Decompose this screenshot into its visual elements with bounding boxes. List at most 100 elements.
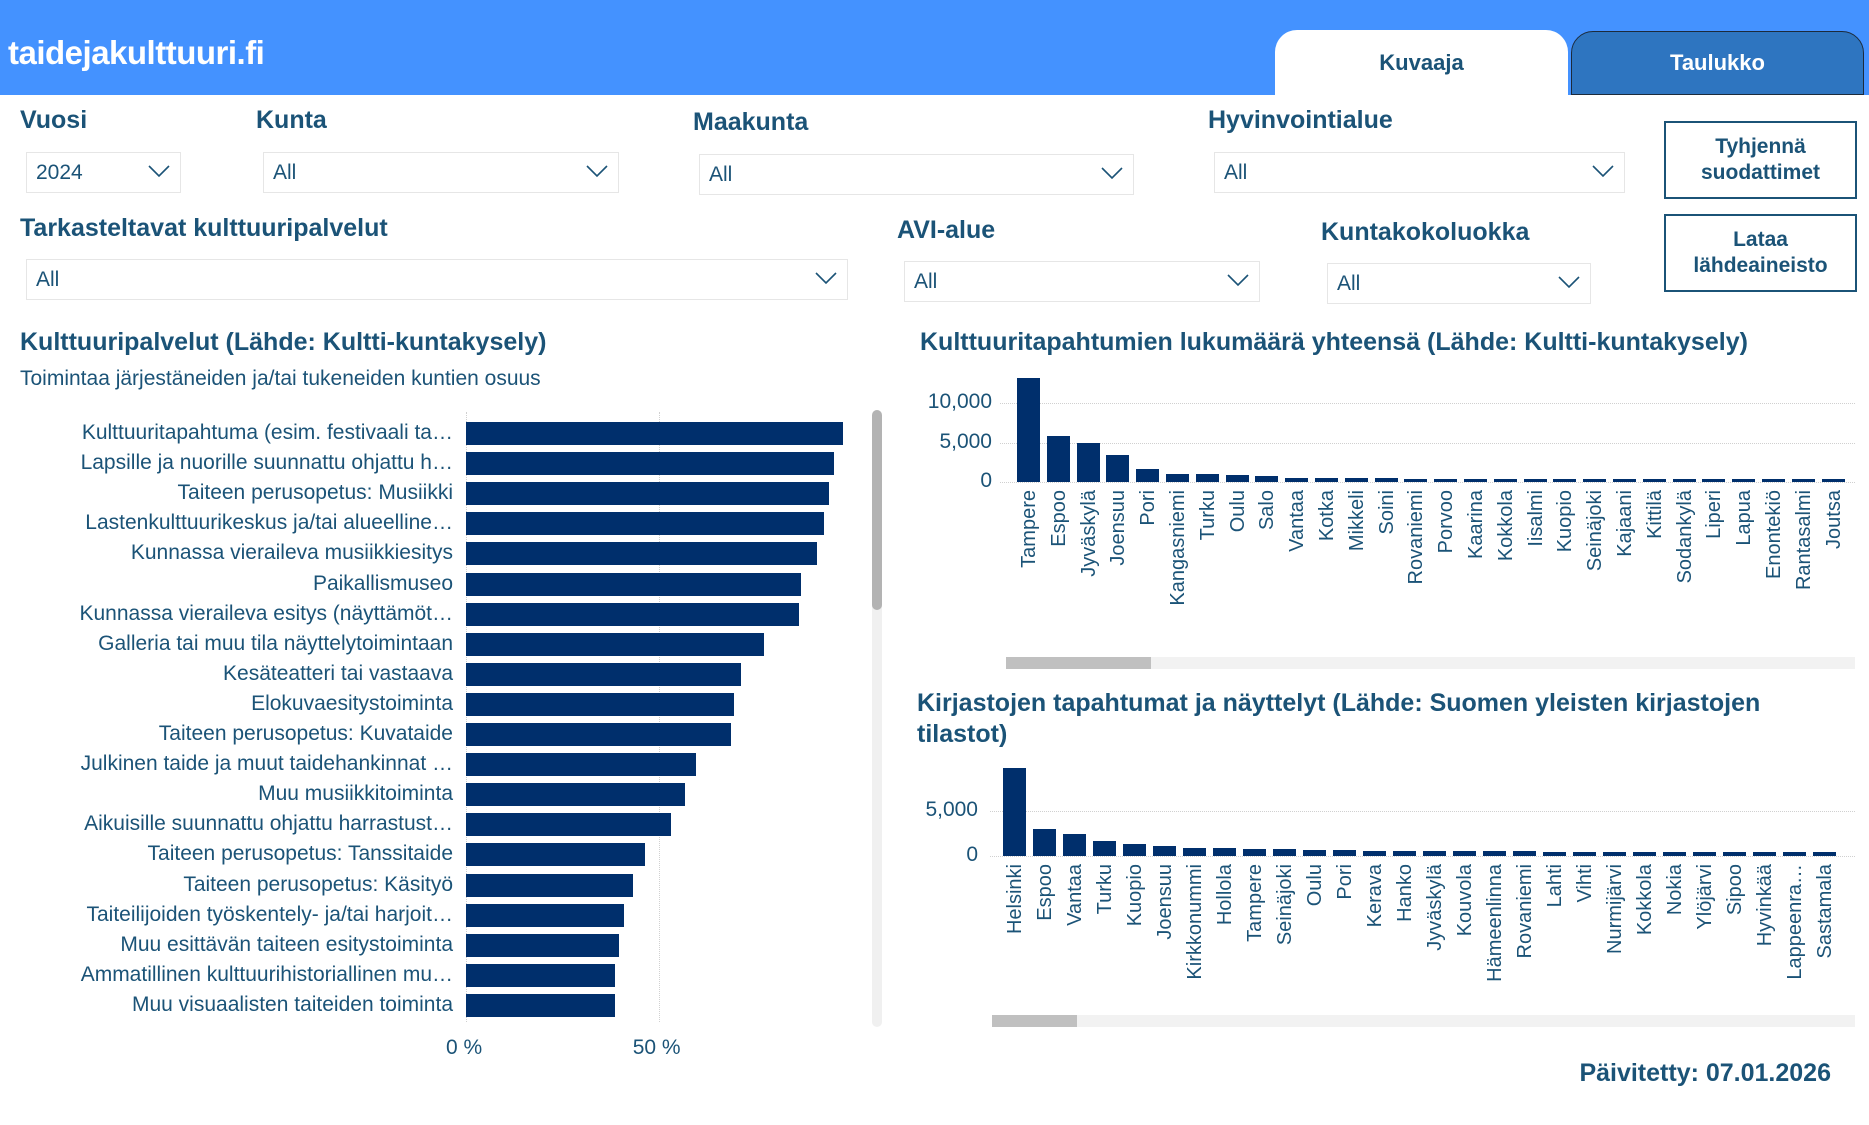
bar[interactable] bbox=[1613, 479, 1636, 482]
bar[interactable] bbox=[1663, 851, 1686, 856]
updated-date: Päivitetty: 07.01.2026 bbox=[1579, 1059, 1831, 1087]
bar[interactable] bbox=[1723, 851, 1746, 856]
bar[interactable] bbox=[1033, 829, 1056, 856]
bar[interactable] bbox=[1273, 848, 1296, 856]
events-chart-scrollbar[interactable] bbox=[1006, 657, 1855, 669]
services-chart-scroll-thumb[interactable] bbox=[872, 410, 882, 610]
bar[interactable] bbox=[1404, 478, 1428, 482]
bar[interactable] bbox=[1076, 443, 1100, 482]
bar[interactable] bbox=[1213, 847, 1236, 856]
bar-label: Vantaa bbox=[1064, 864, 1086, 926]
tab-taulukko[interactable]: Taulukko bbox=[1571, 31, 1864, 95]
bar[interactable] bbox=[1333, 849, 1356, 856]
bar[interactable] bbox=[1493, 479, 1517, 482]
bar[interactable] bbox=[466, 632, 764, 656]
bar[interactable] bbox=[1166, 473, 1189, 482]
bar[interactable] bbox=[1783, 852, 1806, 856]
bar[interactable] bbox=[466, 452, 835, 476]
bar[interactable] bbox=[1523, 479, 1547, 482]
services-chart-scrollbar[interactable] bbox=[872, 410, 882, 1027]
bar[interactable] bbox=[1153, 845, 1176, 856]
site-title[interactable]: taidejakulttuuri.fi bbox=[8, 34, 265, 71]
vuosi-dropdown[interactable]: 2024 bbox=[26, 152, 181, 193]
bar[interactable] bbox=[466, 993, 615, 1017]
bar[interactable] bbox=[466, 843, 646, 867]
bar[interactable] bbox=[466, 692, 735, 716]
bar[interactable] bbox=[1753, 851, 1776, 856]
bar[interactable] bbox=[1136, 468, 1160, 482]
bar[interactable] bbox=[1453, 851, 1476, 856]
bar[interactable] bbox=[466, 602, 799, 626]
download-source-button[interactable]: Lataa lähdeaineisto bbox=[1664, 214, 1857, 292]
bar[interactable] bbox=[1017, 377, 1040, 482]
bar[interactable] bbox=[1693, 851, 1716, 856]
bar[interactable] bbox=[1106, 455, 1130, 482]
bar[interactable] bbox=[1573, 851, 1596, 856]
bar[interactable] bbox=[466, 512, 825, 536]
bar[interactable] bbox=[1633, 851, 1656, 856]
bar[interactable] bbox=[1553, 479, 1577, 482]
bar[interactable] bbox=[466, 933, 620, 957]
tab-kuvaaja[interactable]: Kuvaaja bbox=[1275, 30, 1568, 95]
events-chart-scroll-thumb[interactable] bbox=[1006, 657, 1151, 669]
bar-label: Sipoo bbox=[1724, 864, 1746, 916]
bar[interactable] bbox=[1063, 833, 1086, 856]
bar[interactable] bbox=[1821, 479, 1845, 482]
bar[interactable] bbox=[466, 542, 818, 566]
bar[interactable] bbox=[466, 903, 624, 927]
bar[interactable] bbox=[1732, 479, 1756, 482]
maakunta-dropdown[interactable]: All bbox=[699, 154, 1134, 195]
kuntakokoluokka-dropdown[interactable]: All bbox=[1327, 263, 1591, 304]
bar[interactable] bbox=[1513, 851, 1536, 856]
bar[interactable] bbox=[1183, 847, 1206, 856]
bar[interactable] bbox=[1434, 478, 1458, 482]
bar[interactable] bbox=[1255, 475, 1279, 482]
library-chart-scrollbar[interactable] bbox=[992, 1015, 1855, 1027]
bar[interactable] bbox=[1791, 479, 1815, 482]
hyvinvointialue-dropdown[interactable]: All bbox=[1214, 152, 1625, 193]
kulttuuripalvelut-dropdown[interactable]: All bbox=[26, 259, 848, 300]
bar-label: Seinäjoki bbox=[1584, 490, 1607, 572]
bar[interactable] bbox=[1344, 478, 1368, 482]
bar[interactable] bbox=[1243, 848, 1266, 856]
bar[interactable] bbox=[1195, 474, 1219, 482]
bar-label: Hollola bbox=[1214, 864, 1236, 926]
bar[interactable] bbox=[466, 873, 634, 897]
bar[interactable] bbox=[1464, 478, 1487, 482]
y-tick-label: 0 bbox=[980, 469, 992, 492]
bar[interactable] bbox=[1225, 475, 1249, 482]
bar[interactable] bbox=[466, 422, 843, 445]
bar[interactable] bbox=[466, 753, 697, 777]
bar[interactable] bbox=[466, 783, 685, 807]
bar[interactable] bbox=[1813, 852, 1836, 856]
bar[interactable] bbox=[1762, 479, 1785, 482]
bar[interactable] bbox=[466, 572, 801, 596]
bar[interactable] bbox=[1285, 477, 1309, 482]
bar[interactable] bbox=[466, 813, 672, 837]
clear-filters-button[interactable]: Tyhjennä suodattimet bbox=[1664, 121, 1857, 199]
bar[interactable] bbox=[1702, 479, 1726, 482]
bar[interactable] bbox=[466, 662, 742, 686]
bar[interactable] bbox=[1642, 479, 1666, 482]
bar[interactable] bbox=[1093, 841, 1116, 856]
avi-alue-dropdown[interactable]: All bbox=[904, 261, 1260, 302]
bar[interactable] bbox=[1603, 851, 1626, 856]
bar[interactable] bbox=[1393, 850, 1416, 856]
library-chart-scroll-thumb[interactable] bbox=[992, 1015, 1077, 1027]
kunta-dropdown[interactable]: All bbox=[263, 152, 619, 193]
bar[interactable] bbox=[1423, 851, 1446, 856]
bar[interactable] bbox=[1543, 851, 1566, 856]
bar[interactable] bbox=[1583, 479, 1607, 482]
bar[interactable] bbox=[1123, 843, 1146, 856]
bar[interactable] bbox=[466, 723, 732, 746]
bar[interactable] bbox=[1003, 767, 1026, 856]
bar[interactable] bbox=[466, 963, 615, 987]
bar[interactable] bbox=[1315, 478, 1338, 482]
bar[interactable] bbox=[466, 482, 830, 506]
bar[interactable] bbox=[1672, 479, 1696, 482]
bar[interactable] bbox=[1483, 851, 1506, 856]
bar[interactable] bbox=[1363, 850, 1386, 856]
bar[interactable] bbox=[1046, 436, 1070, 482]
bar[interactable] bbox=[1303, 849, 1326, 856]
bar[interactable] bbox=[1374, 478, 1398, 482]
